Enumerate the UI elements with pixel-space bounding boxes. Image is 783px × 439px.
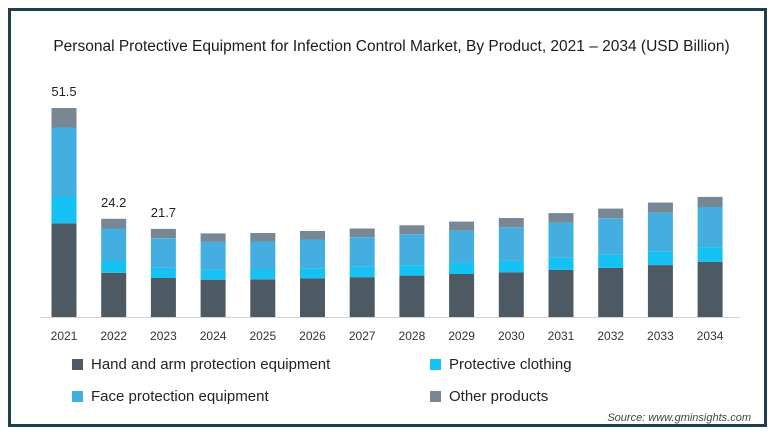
bar-segment-2025-series-1 xyxy=(250,269,276,280)
bar-segment-2027-series-3 xyxy=(349,228,375,237)
x-tick-label-2028: 2028 xyxy=(399,329,426,343)
bar-segment-2033-series-3 xyxy=(647,202,673,213)
bar-segment-2033-series-0 xyxy=(647,265,673,317)
chart-title: Personal Protective Equipment for Infect… xyxy=(53,38,730,55)
bar-segment-2033-series-2 xyxy=(647,212,673,252)
bar-segment-2024-series-3 xyxy=(200,233,226,242)
x-tick-label-2034: 2034 xyxy=(697,329,724,343)
legend-label-other-products: Other products xyxy=(449,388,549,405)
bar-segment-2026-series-1 xyxy=(300,268,325,279)
legend-item-face-protection: Face protection equipment xyxy=(72,388,269,405)
bar-segment-2027-series-2 xyxy=(349,237,375,267)
bar-segment-2022-series-1 xyxy=(101,261,127,273)
bar-segment-2023-series-1 xyxy=(150,267,176,278)
bar-segment-2032-series-2 xyxy=(598,218,624,255)
data-label-2022: 24.2 xyxy=(101,195,126,210)
bar-segment-2033-series-1 xyxy=(647,251,673,266)
bar-segment-2024-series-0 xyxy=(200,279,226,317)
bar-segment-2029-series-1 xyxy=(449,262,475,274)
x-tick-label-2030: 2030 xyxy=(498,329,525,343)
bar-segment-2023-series-0 xyxy=(150,278,176,317)
bar-segment-2030-series-0 xyxy=(498,272,524,317)
bar-segment-2024-series-1 xyxy=(200,269,226,280)
legend-label-face-protection: Face protection equipment xyxy=(91,388,269,405)
x-tick-label-2022: 2022 xyxy=(100,329,127,343)
bar-segment-2027-series-1 xyxy=(349,266,375,278)
x-tick-label-2021: 2021 xyxy=(51,329,78,343)
bar-segment-2034-series-3 xyxy=(697,196,723,207)
x-tick-label-2024: 2024 xyxy=(200,329,227,343)
data-label-2021: 51.5 xyxy=(51,84,76,99)
bar-segment-2023-series-2 xyxy=(150,238,176,268)
legend-label-hand-arm: Hand and arm protection equipment xyxy=(91,356,331,373)
legend-label-protective-clothing: Protective clothing xyxy=(449,356,572,373)
bar-segment-2026-series-0 xyxy=(300,278,325,317)
bar-segment-2021-series-2 xyxy=(51,127,77,197)
x-tick-label-2023: 2023 xyxy=(150,329,177,343)
bar-segment-2028-series-3 xyxy=(399,225,425,235)
bar-segment-2025-series-3 xyxy=(250,233,276,242)
bar-segment-2030-series-3 xyxy=(498,218,524,228)
bar-segment-2024-series-2 xyxy=(200,241,226,270)
legend-item-protective-clothing: Protective clothing xyxy=(430,356,572,373)
bar-segment-2021-series-1 xyxy=(51,196,77,224)
bar-segment-2034-series-1 xyxy=(697,247,723,262)
x-tick-label-2033: 2033 xyxy=(647,329,674,343)
x-tick-label-2025: 2025 xyxy=(249,329,276,343)
bar-segment-2028-series-1 xyxy=(399,265,425,276)
bar-segment-2025-series-2 xyxy=(250,241,276,270)
bar-segment-2022-series-3 xyxy=(101,218,127,229)
bar-segment-2022-series-2 xyxy=(101,228,127,261)
bar-segment-2027-series-0 xyxy=(349,277,375,317)
legend-item-other-products: Other products xyxy=(430,388,548,405)
x-tick-label-2029: 2029 xyxy=(448,329,475,343)
bar-segment-2021-series-3 xyxy=(51,108,77,128)
bar-segment-2031-series-0 xyxy=(548,269,574,317)
x-tick-label-2026: 2026 xyxy=(299,329,326,343)
bar-segment-2030-series-2 xyxy=(498,227,524,261)
x-tick-label-2032: 2032 xyxy=(597,329,624,343)
legend-swatch-other-products xyxy=(430,391,441,402)
bar-segment-2028-series-2 xyxy=(399,234,425,265)
legend-swatch-face-protection xyxy=(72,391,83,402)
legend-item-hand-arm: Hand and arm protection equipment xyxy=(72,356,330,373)
bar-segment-2029-series-0 xyxy=(449,274,475,317)
bar-segment-2023-series-3 xyxy=(150,228,176,239)
bar-segment-2026-series-2 xyxy=(300,239,325,269)
bar-segment-2029-series-2 xyxy=(449,230,475,263)
bar-segment-2032-series-1 xyxy=(598,254,624,268)
bar-segment-2034-series-2 xyxy=(697,207,723,248)
bar-segment-2022-series-0 xyxy=(101,272,127,317)
source-note: Source: www.gminsights.com xyxy=(607,412,751,424)
bar-segment-2032-series-0 xyxy=(598,267,624,317)
bar-segment-2028-series-0 xyxy=(399,275,425,317)
bar-segment-2031-series-2 xyxy=(548,222,574,258)
data-label-2023: 21.7 xyxy=(151,205,176,220)
x-tick-label-2031: 2031 xyxy=(548,329,575,343)
bar-segment-2021-series-0 xyxy=(51,223,77,317)
bar-segment-2025-series-0 xyxy=(250,279,276,317)
legend-swatch-protective-clothing xyxy=(430,359,441,370)
bar-segment-2032-series-3 xyxy=(598,208,624,219)
bar-segment-2030-series-1 xyxy=(498,260,524,273)
bar-segment-2026-series-3 xyxy=(300,231,325,240)
bar-segment-2031-series-3 xyxy=(548,213,574,223)
chart-frame xyxy=(8,8,767,427)
bar-segment-2029-series-3 xyxy=(449,221,475,231)
bar-segment-2034-series-0 xyxy=(697,261,723,317)
bar-segment-2031-series-1 xyxy=(548,257,574,270)
x-tick-label-2027: 2027 xyxy=(349,329,376,343)
legend-swatch-hand-arm xyxy=(72,359,83,370)
